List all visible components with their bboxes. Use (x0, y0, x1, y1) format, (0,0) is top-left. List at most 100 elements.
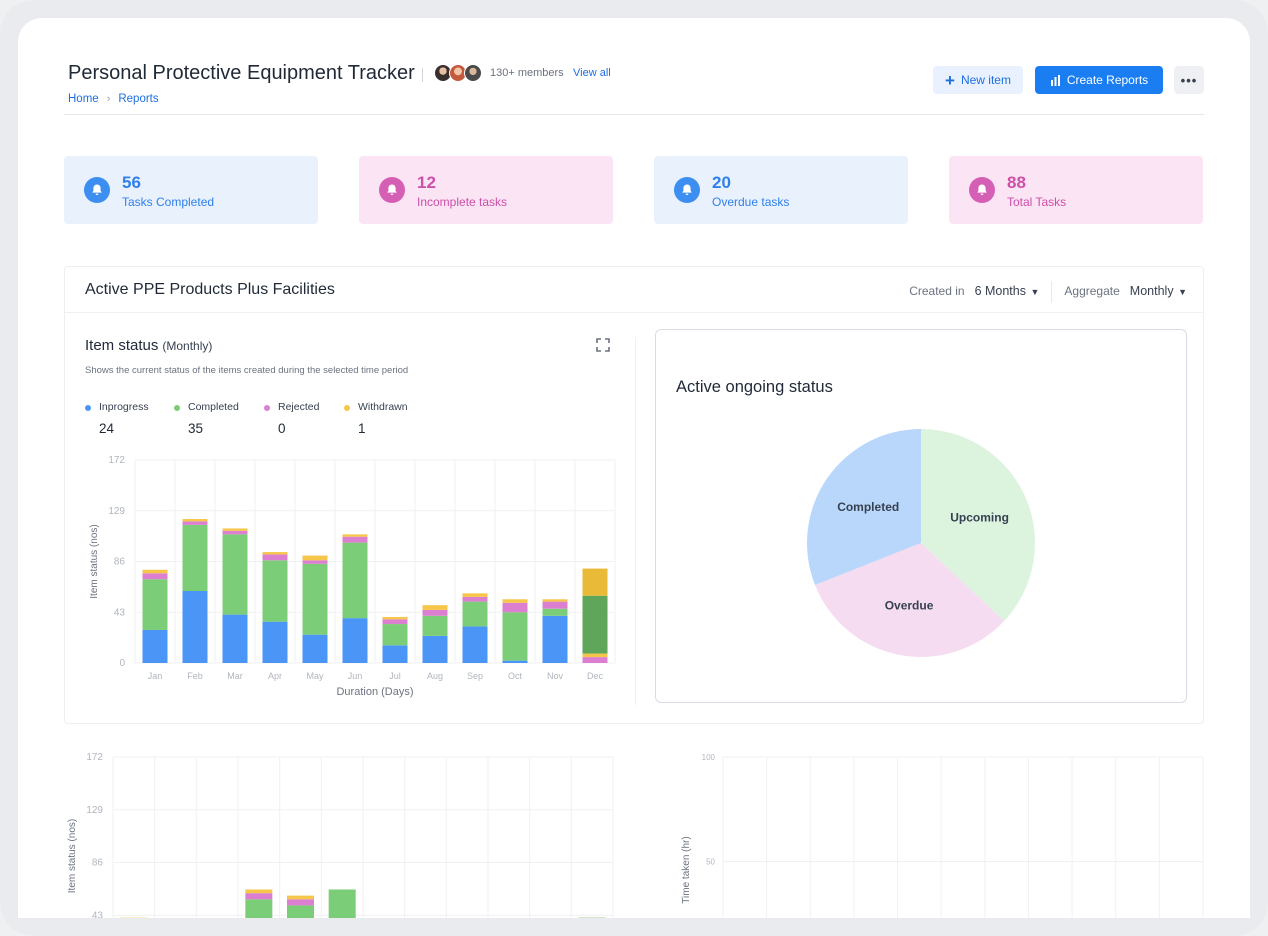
bar-segment (262, 552, 288, 555)
y-tick-label: 129 (108, 506, 125, 517)
item-status-bar-chart: 0 43 86 129 172 Jan Feb Mar Apr May Jun Jul Aug Sep Oc… (89, 455, 616, 698)
bar-segment (302, 555, 328, 561)
legend-count: 35 (188, 421, 204, 436)
stat-card-overdue-tasks[interactable]: 20 Overdue tasks (654, 156, 908, 224)
stat-label: Overdue tasks (712, 195, 790, 209)
more-options-button[interactable]: ••• (1174, 66, 1204, 94)
aggregate-label: Aggregate (1064, 284, 1120, 299)
stat-card-total-tasks[interactable]: 88 Total Tasks (949, 156, 1203, 224)
bar-segment (542, 601, 568, 609)
dashboard-page: Personal Protective Equipment Tracker 13… (18, 18, 1250, 918)
bar-segment (222, 534, 248, 615)
bar-segment (342, 618, 368, 663)
x-tick-label: Feb (187, 671, 203, 681)
bar-segment (245, 899, 273, 918)
bar-chart-icon (1050, 74, 1060, 86)
bar-segment (245, 893, 273, 900)
y-tick-label: 86 (114, 557, 126, 568)
y-tick-label: 172 (86, 752, 103, 763)
bar-segment (182, 519, 208, 522)
panel-title: Active PPE Products Plus Facilities (85, 281, 335, 298)
bar-segment (582, 653, 608, 658)
bar-segment (182, 524, 208, 592)
bell-icon (969, 177, 995, 203)
aggregate-dropdown[interactable]: Monthly ▼ (1130, 284, 1187, 298)
avatar (464, 64, 482, 82)
bar-segment (382, 616, 408, 620)
created-in-dropdown[interactable]: 6 Months ▼ (975, 284, 1040, 298)
bar-segment (245, 889, 273, 894)
view-all-link[interactable]: View all (573, 67, 611, 79)
pie-slice (807, 429, 921, 585)
bar-segment (182, 521, 208, 525)
bar-segment (462, 626, 488, 663)
bar-segment (462, 601, 488, 627)
create-reports-label: Create Reports (1066, 73, 1149, 87)
pie-chart-title: Active ongoing status (676, 378, 833, 396)
bar-segment (502, 599, 528, 603)
item-status-period: (Monthly) (162, 339, 213, 353)
bar-segment (382, 619, 408, 625)
item-status-title: Item status (Monthly) (85, 337, 212, 354)
bar-segment (262, 560, 288, 622)
chart-divider (635, 337, 636, 705)
item-status-title-text: Item status (85, 337, 159, 354)
y-tick-label: 0 (119, 658, 125, 669)
bar-segment (287, 899, 314, 906)
bar-segment (222, 528, 248, 531)
bar-segment (582, 568, 608, 596)
bar-segment (142, 579, 168, 630)
bell-icon (379, 177, 405, 203)
x-tick-label: Mar (227, 671, 243, 681)
legend-dot (85, 405, 91, 411)
create-reports-button[interactable]: Create Reports (1035, 66, 1163, 94)
x-tick-label: Apr (268, 671, 282, 681)
legend-count: 0 (278, 421, 286, 436)
pie-slice-label: Completed (837, 500, 899, 514)
bell-icon (674, 177, 700, 203)
bar-segment (342, 534, 368, 537)
plus-icon: + (945, 70, 955, 90)
bar-segment (542, 608, 568, 616)
bar-segment (342, 542, 368, 619)
bar-segment (422, 615, 448, 636)
active-status-pie-chart: Upcoming Overdue Completed (807, 429, 1035, 657)
bar-segment (422, 635, 448, 663)
created-in-value: 6 Months (974, 284, 1026, 299)
stat-label: Total Tasks (1007, 195, 1067, 209)
legend-dot (264, 405, 270, 411)
new-item-label: New item (960, 73, 1011, 87)
chevron-right-icon: › (106, 93, 111, 105)
legend-dot (174, 405, 180, 411)
panel-divider (65, 312, 1203, 313)
bar-segment (142, 569, 168, 574)
stat-card-incomplete-tasks[interactable]: 12 Incomplete tasks (359, 156, 613, 224)
y-axis-label: Time taken (hr) (681, 836, 692, 903)
pie-slice-label: Overdue (885, 599, 934, 613)
members-count: 130+ members (490, 67, 564, 79)
pie-slice (921, 429, 1035, 622)
breadcrumb-home[interactable]: Home (68, 93, 99, 105)
y-tick-label: 86 (92, 858, 104, 869)
ppe-products-panel: Active PPE Products Plus Facilities Crea… (64, 266, 1204, 724)
bar-segment (462, 593, 488, 597)
breadcrumb-reports[interactable]: Reports (118, 93, 159, 105)
legend-label: Inprogress (99, 401, 149, 413)
header-divider-line (64, 114, 1204, 115)
stat-card-tasks-completed[interactable]: 56 Tasks Completed (64, 156, 318, 224)
time-taken-chart: 50 100 Time taken (hr) (681, 753, 1204, 918)
bar-segment (582, 595, 608, 654)
stat-value: 12 (417, 173, 436, 192)
x-tick-label: Sep (467, 671, 483, 681)
legend-count: 1 (358, 421, 366, 436)
expand-icon[interactable] (595, 337, 611, 353)
bar-segment (287, 895, 314, 900)
bar-segment (142, 629, 168, 663)
bar-segment (342, 536, 368, 543)
new-item-button[interactable]: + New item (933, 66, 1023, 94)
bar-segment (502, 602, 528, 613)
y-tick-label: 43 (114, 607, 126, 618)
bar-segment (222, 614, 248, 663)
pie-slice (815, 543, 1005, 657)
stat-value: 56 (122, 173, 141, 192)
